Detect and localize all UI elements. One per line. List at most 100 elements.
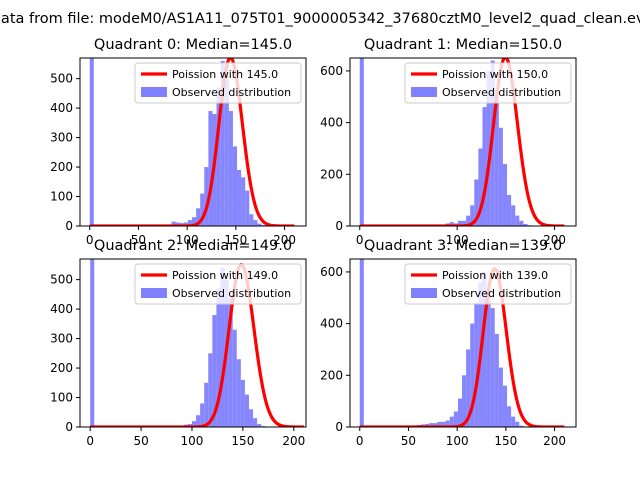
panel-title: Quadrant 1: Median=150.0: [364, 37, 562, 53]
y-tick-label: 500: [50, 273, 73, 287]
histogram-bar: [515, 215, 520, 226]
y-tick-label: 600: [320, 265, 343, 279]
legend-label: Observed distribution: [172, 287, 291, 300]
x-tick-label: 50: [133, 434, 148, 448]
histogram-bar: [494, 89, 499, 226]
histogram-bar: [519, 220, 524, 226]
histogram-bar: [216, 87, 221, 226]
panel-title: Quadrant 0: Median=145.0: [94, 37, 292, 53]
legend-label: Poission with 145.0: [172, 68, 278, 81]
histogram-bar: [511, 416, 516, 427]
legend-patch-swatch: [411, 288, 437, 298]
histogram-bar: [253, 418, 258, 427]
histogram-bar: [507, 406, 512, 427]
histogram-bar: [482, 271, 487, 427]
histogram-bar: [208, 111, 213, 226]
legend-patch-swatch: [141, 288, 167, 298]
histogram-bar: [523, 223, 528, 226]
x-tick-label: 0: [86, 233, 94, 247]
x-tick-label: 100: [446, 434, 469, 448]
x-tick-label: 150: [231, 434, 254, 448]
legend-label: Observed distribution: [442, 86, 561, 99]
histogram-bar: [486, 290, 491, 427]
histogram-bar: [482, 107, 487, 226]
histogram-bar: [457, 220, 463, 226]
histogram-bar: [445, 420, 450, 427]
histogram-bar: [196, 208, 201, 226]
chart-panel-1: 0 100 200 0 200 400 600 Quadrant 1: Median=150.…: [320, 37, 577, 247]
histogram-bar: [359, 259, 364, 427]
histogram-bar: [474, 179, 479, 226]
chart-panel-2: 0 50 100 150 200 0 100 200 300 400 500 Quadrant 2: …: [50, 238, 307, 448]
histogram-bar: [494, 333, 499, 427]
histogram-bar: [200, 193, 205, 226]
histogram-bar: [232, 329, 237, 427]
histogram-bar: [224, 75, 229, 226]
histogram-bar: [89, 58, 94, 226]
legend-label: Poission with 149.0: [172, 269, 278, 282]
histogram-bar: [437, 421, 442, 427]
histogram-bar: [191, 421, 197, 427]
histogram-bar: [244, 394, 249, 427]
legend: Poission with 145.0 Observed distribution: [134, 62, 302, 104]
histogram-bar: [490, 308, 495, 427]
histogram-bar: [449, 222, 454, 226]
y-tick-label: 100: [50, 391, 73, 405]
axes-frame: [79, 57, 307, 227]
histogram-bar: [249, 214, 254, 226]
histogram-bar: [200, 403, 205, 427]
x-tick-label: 50: [131, 233, 146, 247]
chart-panel-0: 0 50 100 150 200 0 100 200 300 400 500 Quadrant 0: …: [50, 37, 307, 247]
histogram-bar: [257, 424, 262, 427]
histogram-bar: [441, 421, 446, 427]
histogram-bar: [240, 379, 245, 427]
legend-label: Observed distribution: [442, 287, 561, 300]
histogram-bar: [519, 425, 524, 427]
x-tick-label: 200: [273, 233, 296, 247]
legend-box: [404, 263, 572, 305]
x-tick-label: 200: [543, 233, 566, 247]
legend-box: [134, 263, 302, 305]
histogram-bar: [474, 302, 479, 427]
histogram-bar: [175, 222, 180, 226]
histogram-bar: [192, 217, 197, 226]
x-tick-label: 200: [282, 434, 305, 448]
histogram-bar: [216, 288, 221, 427]
legend-label: Observed distribution: [172, 86, 291, 99]
histogram-bar: [502, 385, 508, 427]
x-tick-label: 200: [543, 434, 566, 448]
histogram-bar: [511, 205, 516, 226]
x-tick-label: 0: [86, 434, 94, 448]
y-tick-label: 200: [320, 167, 343, 181]
x-tick-label: 0: [356, 233, 364, 247]
histogram-bar: [90, 259, 95, 427]
y-tick-label: 0: [65, 219, 73, 233]
legend: Poission with 149.0 Observed distribution: [134, 263, 302, 305]
histogram-bar: [470, 205, 475, 226]
y-tick-label: 0: [335, 219, 343, 233]
histogram-bar: [453, 411, 458, 427]
plot-area: [89, 58, 295, 226]
panel-title: Quadrant 2: Median=149.0: [94, 238, 292, 254]
histogram-bar: [253, 220, 258, 226]
histogram-bar: [228, 297, 233, 427]
x-tick-label: 50: [401, 434, 416, 448]
plot-area: [359, 259, 565, 427]
legend-box: [404, 62, 572, 104]
x-tick-label: 150: [494, 434, 517, 448]
histogram-bar: [187, 220, 193, 226]
x-tick-label: 100: [181, 434, 204, 448]
histogram-bar: [498, 127, 503, 226]
legend-patch-swatch: [141, 87, 167, 97]
histogram-bar: [486, 70, 491, 226]
figure-suptitle: Data from file: modeM0/AS1A11_075T01_900…: [0, 11, 640, 27]
legend: Poission with 139.0 Observed distribution: [404, 263, 572, 305]
panel-title: Quadrant 3: Median=139.0: [364, 238, 562, 254]
axes-frame: [349, 258, 577, 428]
y-tick-label: 400: [50, 302, 73, 316]
y-tick-label: 200: [50, 160, 73, 174]
histogram-bar: [433, 423, 438, 427]
histogram-bar: [236, 359, 241, 427]
